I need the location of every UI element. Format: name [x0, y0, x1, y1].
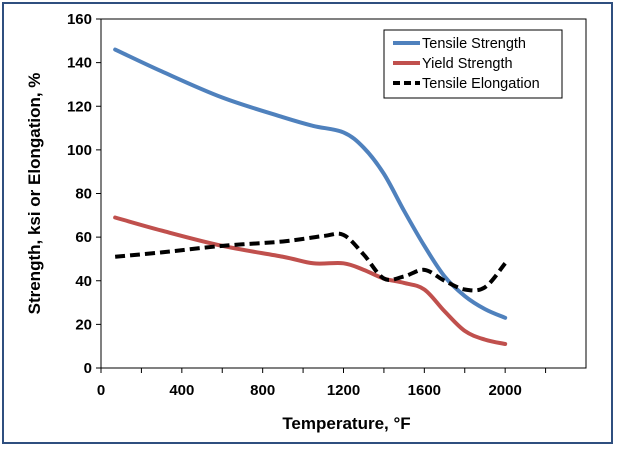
y-tick-label: 20: [75, 316, 92, 333]
y-tick-label: 120: [67, 98, 92, 115]
y-axis-title: Strength, ksi or Elongation, %: [25, 73, 44, 315]
legend-label-tensile-elongation: Tensile Elongation: [422, 76, 540, 92]
legend-label-tensile-strength: Tensile Strength: [422, 36, 526, 52]
x-tick-label: 1200: [327, 382, 360, 399]
y-axis: 0 20 40 60 80 100 120 140 160: [67, 11, 101, 377]
x-tick-label: 2000: [488, 382, 521, 399]
x-tick-label: 1600: [408, 382, 441, 399]
x-tick-label: 800: [250, 382, 275, 399]
x-tick-label: 0: [97, 382, 105, 399]
y-tick-label: 140: [67, 55, 92, 72]
x-axis-title: Temperature, °F: [282, 414, 410, 433]
x-axis: 0 400 800 1200 1600 2000: [97, 368, 547, 399]
series-line-tensile-elongation: [114, 231, 507, 293]
y-tick-label: 160: [67, 11, 92, 28]
y-tick-label: 40: [75, 273, 92, 290]
series-lines: [113, 47, 508, 347]
y-tick-label: 100: [67, 142, 92, 159]
y-tick-label: 0: [84, 360, 92, 377]
y-tick-label: 60: [75, 229, 92, 246]
x-tick-label: 400: [169, 382, 194, 399]
legend-label-yield-strength: Yield Strength: [422, 56, 513, 72]
series-line-tensile-strength: [113, 47, 508, 320]
y-tick-label: 80: [75, 186, 92, 203]
legend: Tensile Strength Yield Strength Tensile El…: [383, 29, 563, 99]
